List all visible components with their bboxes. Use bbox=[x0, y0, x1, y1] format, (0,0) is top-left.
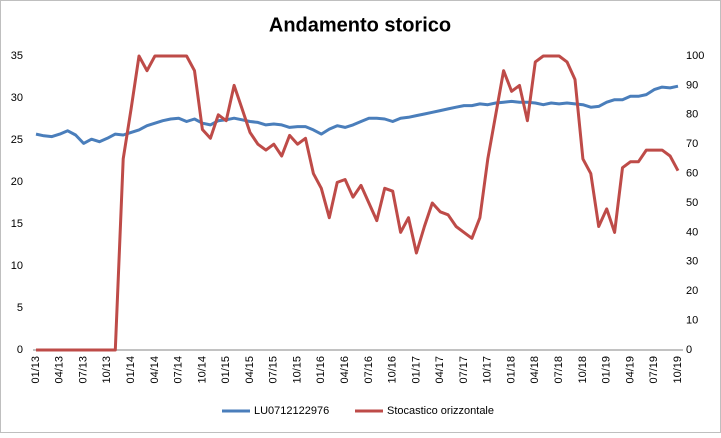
x-tick-label: 01/13 bbox=[30, 356, 42, 384]
y-tick-label: 15 bbox=[11, 218, 23, 230]
x-tick-label: 04/18 bbox=[529, 356, 541, 384]
y2-tick-label: 10 bbox=[686, 315, 698, 327]
x-tick-label: 07/13 bbox=[77, 356, 89, 384]
y2-tick-label: 0 bbox=[686, 344, 692, 356]
y2-tick-label: 40 bbox=[686, 226, 698, 238]
y2-tick-label: 80 bbox=[686, 109, 698, 121]
x-tick-label: 01/14 bbox=[125, 356, 137, 384]
y2-tick-label: 60 bbox=[686, 168, 698, 180]
x-tick-label: 04/13 bbox=[54, 356, 66, 384]
x-tick-label: 10/16 bbox=[387, 356, 399, 384]
x-tick-label: 07/16 bbox=[363, 356, 375, 384]
x-tick-label: 07/15 bbox=[268, 356, 280, 384]
x-tick-label: 07/18 bbox=[553, 356, 565, 384]
x-tick-label: 04/17 bbox=[434, 356, 446, 384]
y-tick-label: 0 bbox=[17, 344, 23, 356]
y-tick-label: 5 bbox=[17, 302, 23, 314]
x-tick-label: 07/17 bbox=[458, 356, 470, 384]
x-tick-label: 07/14 bbox=[173, 356, 185, 384]
legend-label: LU0712122976 bbox=[254, 405, 329, 417]
y2-tick-label: 100 bbox=[686, 50, 704, 62]
x-tick-label: 01/17 bbox=[410, 356, 422, 384]
x-tick-label: 01/18 bbox=[505, 356, 517, 384]
x-tick-label: 10/17 bbox=[482, 356, 494, 384]
series-line bbox=[36, 54, 680, 352]
x-tick-label: 04/16 bbox=[339, 356, 351, 384]
x-tick-label: 04/19 bbox=[624, 356, 636, 384]
y-tick-label: 35 bbox=[11, 50, 23, 62]
x-tick-label: 10/18 bbox=[577, 356, 589, 384]
x-tick-label: 10/15 bbox=[291, 356, 303, 384]
series-line bbox=[35, 84, 679, 145]
y2-tick-label: 30 bbox=[686, 256, 698, 268]
x-tick-label: 10/19 bbox=[672, 356, 684, 384]
chart-title: Andamento storico bbox=[269, 14, 451, 36]
y2-tick-label: 20 bbox=[686, 285, 698, 297]
x-tick-label: 01/16 bbox=[315, 356, 327, 384]
y-tick-label: 10 bbox=[11, 260, 23, 272]
x-tick-label: 10/13 bbox=[101, 356, 113, 384]
y2-tick-label: 70 bbox=[686, 138, 698, 150]
y-tick-label: 30 bbox=[11, 92, 23, 104]
legend-label: Stocastico orizzontale bbox=[387, 405, 494, 417]
x-tick-label: 07/19 bbox=[648, 356, 660, 384]
y2-tick-label: 50 bbox=[686, 197, 698, 209]
x-tick-label: 10/14 bbox=[196, 356, 208, 384]
y-tick-label: 20 bbox=[11, 176, 23, 188]
x-tick-label: 04/15 bbox=[244, 356, 256, 384]
x-tick-label: 01/19 bbox=[601, 356, 613, 384]
y-tick-label: 25 bbox=[11, 134, 23, 146]
x-tick-label: 01/15 bbox=[220, 356, 232, 384]
y2-tick-label: 90 bbox=[686, 79, 698, 91]
x-tick-label: 04/14 bbox=[149, 356, 161, 384]
